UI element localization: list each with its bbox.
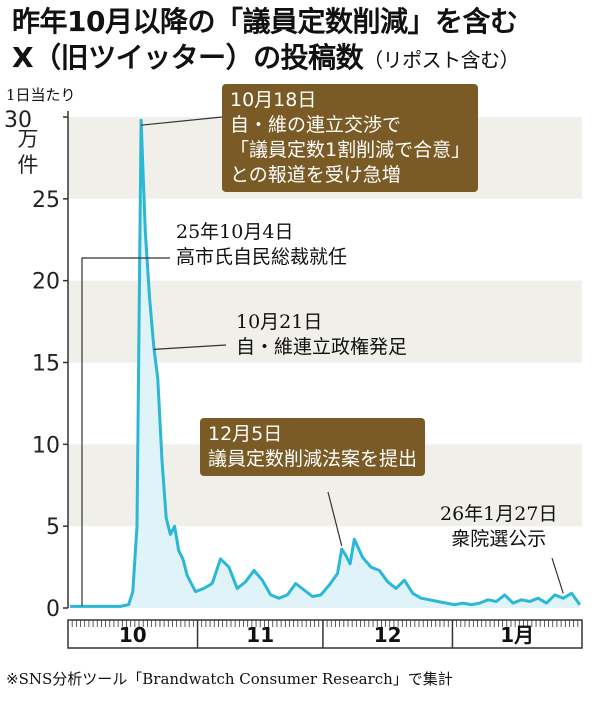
annotation-oct18: 10月18日 自・維の連立交渉で 「議員定数1割削減で合意」 との報道を受け急増 [222,84,479,192]
annotation-jan27-line: 衆院選公示 [451,528,547,550]
title-line-2-main: X（旧ツイッター）の投稿数 [12,41,364,74]
title-line-1: 昨年10月以降の「議員定数削減」を含む [12,5,518,38]
annotation-leader [153,344,227,351]
y-tick-label: 0 [46,597,60,622]
y-unit-char: 万 [18,127,39,151]
x-tick-label: 11 [246,623,274,647]
annotation-dec5: 12月5日 議員定数削減法案を提出 [200,418,426,476]
source-note: ※SNS分析ツール「Brandwatch Consumer Research」で… [6,670,453,688]
annotation-oct18-line: 「議員定数1割削減で合意」 [230,139,471,161]
y-tick-label: 10 [32,433,60,458]
y-tick-label: 30 [4,108,32,133]
annotation-oct4-line: 高市氏自民総裁就任 [176,246,348,268]
annotation-leader [327,491,343,546]
title-line-2: X（旧ツイッター）の投稿数（リポスト含む） [12,40,592,78]
annotation-oct18-line: 自・維の連立交渉で [230,114,402,136]
chart-title: 昨年10月以降の「議員定数削減」を含む X（旧ツイッター）の投稿数（リポスト含む… [12,4,592,78]
annotation-leader [141,116,223,126]
y-tick-label: 25 [32,188,60,213]
y-tick-label: 20 [32,270,60,295]
annotation-dec5-line: 議員定数削減法案を提出 [208,448,418,470]
annotation-oct4: 25年10月4日 高市氏自民総裁就任 [176,220,347,270]
annotation-oct18-line: との報道を受け急増 [230,164,401,186]
annotation-leader [551,557,564,594]
annotation-jan27: 26年1月27日 衆院選公示 [440,502,557,552]
annotation-oct21: 10月21日 自・維連立政権発足 [236,310,407,360]
annotation-oct21-line: 自・維連立政権発足 [236,336,408,358]
x-axis-ruler [67,619,583,649]
x-tick-label: 10 [119,623,147,647]
annotation-oct4-date: 25年10月4日 [176,221,294,243]
x-tick-label: 12 [374,623,402,647]
annotation-oct18-date: 10月18日 [230,89,317,111]
annotation-leader [81,257,170,606]
annotation-dec5-date: 12月5日 [208,423,283,445]
y-tick-label: 5 [46,515,60,540]
y-unit-label: 1日当たり [6,86,76,104]
title-line-2-sub: （リポスト含む） [363,48,520,72]
series-line [70,118,582,608]
x-tick-label: 1月 [500,623,534,647]
y-tick-label: 15 [32,352,60,377]
y-unit-char: 件 [18,153,39,177]
annotation-jan27-date: 26年1月27日 [440,503,558,525]
annotation-oct21-date: 10月21日 [236,311,323,333]
